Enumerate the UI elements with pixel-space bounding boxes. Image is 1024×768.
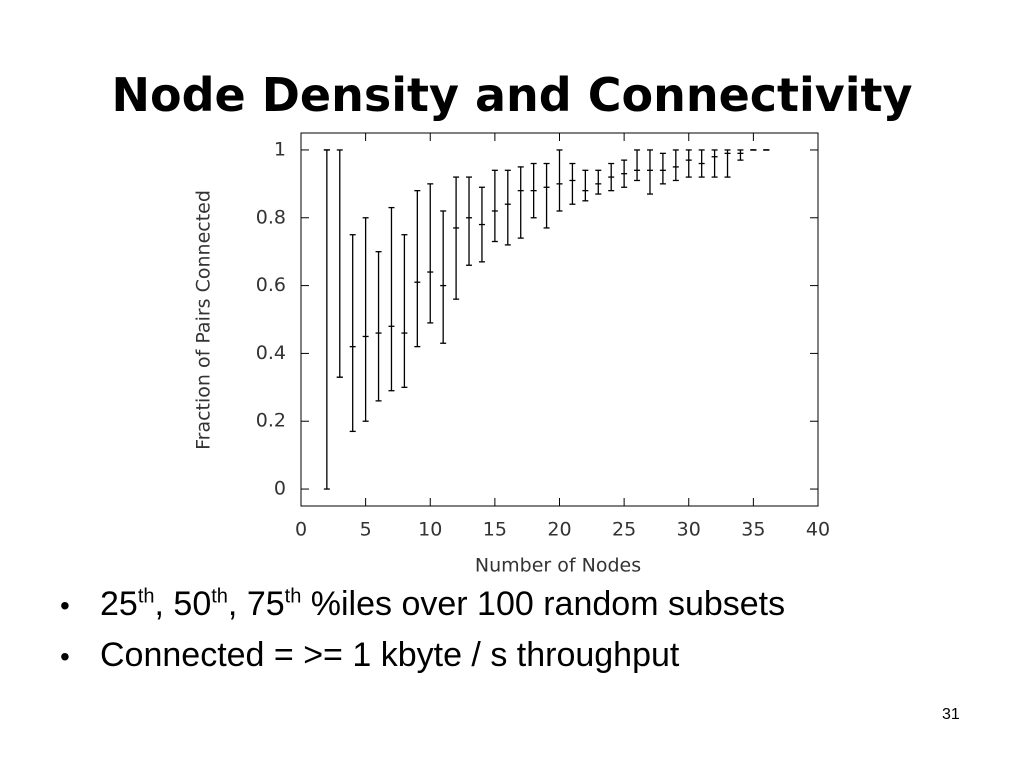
x-tick-label: 10 <box>418 519 442 541</box>
x-tick-label: 40 <box>806 519 830 541</box>
x-tick-label: 20 <box>547 519 571 541</box>
page-number: 31 <box>942 706 960 723</box>
y-tick-label: 0.6 <box>256 274 286 296</box>
bullet-text: 25 <box>100 585 138 623</box>
y-axis-label: Fraction of Pairs Connected <box>193 190 215 450</box>
x-axis-label: Number of Nodes <box>475 555 641 577</box>
x-tick-label: 15 <box>483 519 507 541</box>
x-tick-label: 5 <box>360 519 372 541</box>
y-tick-label: 1 <box>274 138 286 160</box>
y-tick-label: 0 <box>274 478 286 500</box>
y-tick-label: 0.2 <box>256 410 286 432</box>
x-tick-label: 25 <box>612 519 636 541</box>
y-tick-label: 0.4 <box>256 342 286 364</box>
bullet-text: %iles over 100 random subsets <box>301 585 786 623</box>
superscript: th <box>284 585 302 608</box>
slide-title: Node Density and Connectivity <box>111 68 913 122</box>
superscript: th <box>137 585 155 608</box>
x-tick-label: 35 <box>741 519 765 541</box>
bullet: Connected = >= 1 kbyte / s throughput <box>60 636 785 675</box>
bullet-text: Connected = >= 1 kbyte / s throughput <box>100 636 680 674</box>
x-tick-label: 30 <box>677 519 701 541</box>
bullet-list: 25th, 50th, 75th %iles over 100 random s… <box>60 585 785 687</box>
bullet-text: , 50 <box>154 585 212 623</box>
bullet-text: , 75 <box>227 585 285 623</box>
superscript: th <box>211 585 228 608</box>
bullet: 25th, 50th, 75th %iles over 100 random s… <box>60 585 785 624</box>
x-tick-label: 0 <box>295 519 307 541</box>
y-tick-label: 0.8 <box>256 206 286 228</box>
